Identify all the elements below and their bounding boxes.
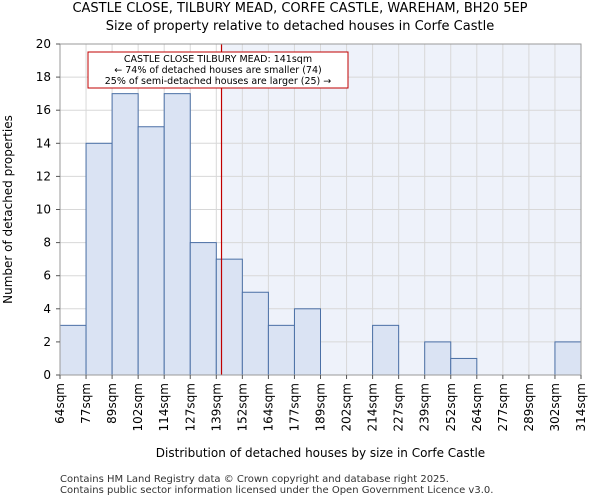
- x-tick-label: 302sqm: [548, 383, 562, 431]
- x-tick-label: 114sqm: [157, 383, 171, 431]
- annotation-line3: 25% of semi-detached houses are larger (…: [105, 76, 332, 87]
- x-tick-label: 252sqm: [444, 383, 458, 431]
- bar-252sqm: [450, 357, 478, 376]
- x-tick-label: 202sqm: [340, 383, 354, 431]
- x-tick-label: 89sqm: [105, 383, 119, 424]
- annotation-line1: CASTLE CLOSE TILBURY MEAD: 141sqm: [124, 54, 312, 65]
- chart-title: CASTLE CLOSE, TILBURY MEAD, CORFE CASTLE…: [72, 1, 528, 16]
- annotation-box: CASTLE CLOSE TILBURY MEAD: 141sqm ← 74% …: [87, 51, 349, 89]
- x-tick-label: 127sqm: [183, 383, 197, 431]
- x-tick-label: 239sqm: [418, 383, 432, 431]
- y-tick-label: 4: [43, 302, 51, 316]
- bar-139sqm: [215, 258, 243, 376]
- annotation-line2: ← 74% of detached houses are smaller (74…: [114, 65, 321, 76]
- y-tick-label: 12: [36, 169, 51, 183]
- bar-164sqm: [267, 324, 295, 376]
- y-tick-label: 18: [36, 70, 51, 84]
- bar-102sqm: [137, 126, 165, 376]
- y-tick-label: 8: [43, 236, 51, 250]
- bar-239sqm: [424, 341, 452, 376]
- annotation-border: [87, 51, 349, 89]
- x-tick-label: 152sqm: [235, 383, 249, 431]
- x-tick-label: 277sqm: [496, 383, 510, 431]
- y-tick-label: 2: [43, 335, 51, 349]
- y-tick-label: 20: [36, 37, 51, 51]
- x-tick-label: 314sqm: [574, 383, 588, 431]
- x-tick-label: 227sqm: [392, 383, 406, 431]
- y-axis-ticks: 0 2 4 6 8 10 12 14 16 18 20: [36, 37, 60, 382]
- x-tick-label: 289sqm: [522, 383, 536, 431]
- x-tick-label: 64sqm: [53, 383, 67, 424]
- bar-152sqm: [241, 291, 269, 376]
- x-axis-ticks: 64sqm 77sqm 89sqm 102sqm 114sqm 127sqm 139sqm 1…: [53, 375, 588, 431]
- bar-64sqm: [59, 324, 87, 376]
- x-tick-label: 102sqm: [131, 383, 145, 431]
- bar-127sqm: [189, 242, 217, 376]
- y-tick-label: 14: [36, 136, 51, 150]
- y-axis-label: Number of detached properties: [1, 115, 15, 304]
- bar-89sqm: [111, 93, 139, 376]
- x-tick-label: 139sqm: [209, 383, 223, 431]
- bar-77sqm: [85, 142, 113, 376]
- x-tick-label: 177sqm: [287, 383, 301, 431]
- x-axis-label: Distribution of detached houses by size …: [156, 446, 485, 460]
- x-tick-label: 264sqm: [470, 383, 484, 431]
- bar-177sqm: [293, 308, 322, 376]
- x-tick-label: 164sqm: [261, 383, 275, 431]
- y-tick-label: 10: [36, 203, 51, 217]
- bar-302sqm: [554, 341, 582, 376]
- y-tick-label: 6: [43, 269, 51, 283]
- y-tick-label: 0: [43, 368, 51, 382]
- y-tick-label: 16: [36, 103, 51, 117]
- x-tick-label: 189sqm: [314, 383, 328, 431]
- bar-214sqm: [372, 324, 400, 376]
- x-tick-label: 214sqm: [366, 383, 380, 431]
- bar-114sqm: [163, 93, 191, 376]
- footer-line1: Contains HM Land Registry data © Crown c…: [60, 474, 449, 485]
- chart-subtitle: Size of property relative to detached ho…: [105, 19, 495, 34]
- x-tick-label: 77sqm: [79, 383, 93, 424]
- bars: [59, 93, 582, 376]
- footer-line2: Contains public sector information licen…: [60, 485, 494, 496]
